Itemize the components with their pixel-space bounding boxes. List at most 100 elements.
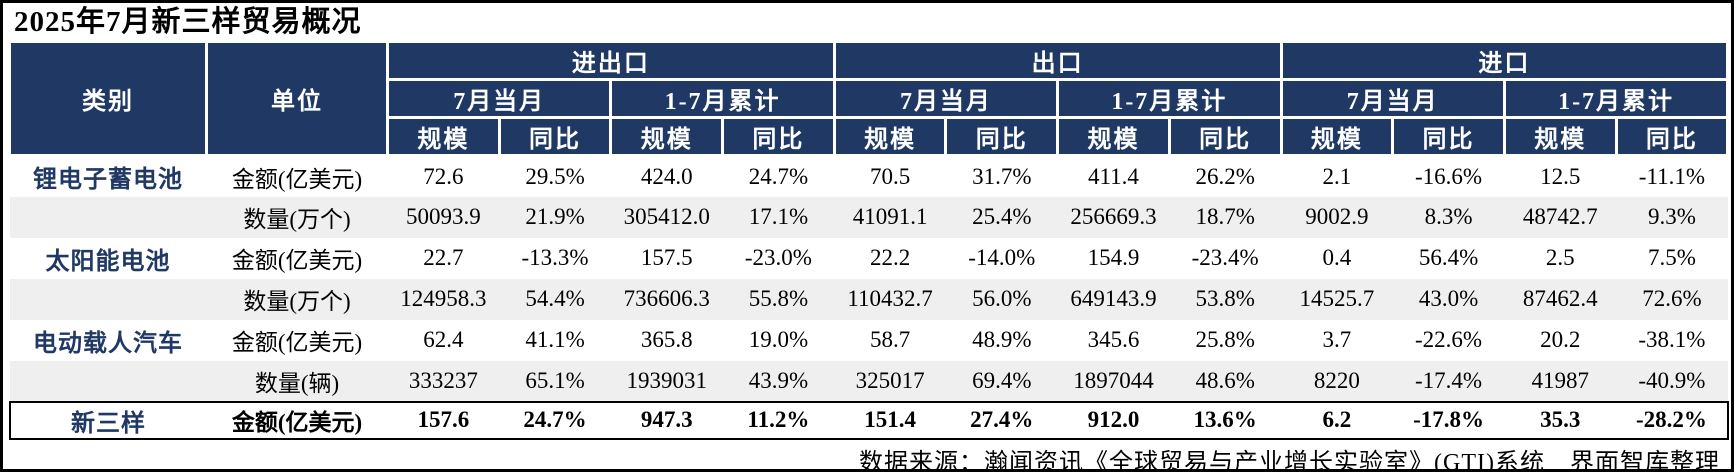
table-row: 锂电子蓄电池 金额(亿美元) 72.6 29.5% 424.0 24.7% 70.5 31.7… [10,156,1728,197]
value-cell: 20.2 [1540,327,1581,352]
header-metric-scale: 规模 [1279,116,1395,157]
value-cell: 25.4% [972,204,1032,229]
header-period-cumulative: 1-7月累计 [609,78,836,119]
value-cell: 22.7 [423,245,464,270]
unit-cell: 金额(亿美元) [231,330,363,355]
value-cell: 27.4% [945,400,1058,440]
header-group-imports: 进口 [1279,40,1730,81]
header-metric-yoy: 同比 [944,116,1060,157]
value-cell: 12.5 [1540,163,1581,189]
value-cell: -28.2% [1616,400,1729,440]
value-cell: 25.8% [1195,327,1255,352]
value-cell: 69.4% [972,367,1032,393]
value-cell: 333237 [408,367,478,393]
header-period-cumulative: 1-7月累计 [1502,78,1730,119]
table-header: 类别 单位 进出口 出口 进口 7月当月 1-7月累计 7月当月 1-7月累计 … [8,40,1730,157]
value-cell: 72.6% [1642,286,1702,311]
value-cell: 947.3 [610,400,723,440]
value-cell: -38.1% [1638,327,1706,352]
value-cell: 48.6% [1195,367,1255,393]
header-metric-scale: 规模 [386,116,501,157]
table-row: 电动载人汽车 金额(亿美元) 62.4 41.1% 365.8 19.0% 58.7 48.9… [10,320,1728,361]
value-cell: 6.2 [1281,400,1393,440]
value-cell: 8220 [1313,367,1360,393]
value-cell: 62.4 [423,327,464,352]
value-cell: 9002.9 [1305,204,1369,229]
unit-cell: 数量(辆) [254,370,340,396]
category-cell: 太阳能电池 [45,248,171,275]
header-metric-yoy: 同比 [1614,116,1730,157]
value-cell: 411.4 [1088,163,1139,189]
value-cell: 424.0 [640,163,693,189]
value-cell: 24.7% [748,163,809,189]
header-category: 类别 [8,40,208,157]
value-cell: -17.8% [1392,400,1505,440]
value-cell: -23.4% [1191,245,1259,270]
header-period-row: 7月当月 1-7月累计 7月当月 1-7月累计 7月当月 1-7月累计 [10,78,1730,119]
header-metric-scale: 规模 [609,116,725,157]
header-metric-scale: 规模 [832,116,948,157]
value-cell: 151.4 [834,400,946,440]
header-metric-yoy: 同比 [1391,116,1506,157]
table-row-total: 新三样 金额(亿美元) 157.6 24.7% 947.3 11.2% 151.4 27.4%… [8,400,1729,440]
header-group-imports-exports: 进出口 [386,40,836,81]
value-cell: -23.0% [744,245,812,270]
value-cell: -16.6% [1414,163,1483,189]
value-cell: -11.1% [1638,163,1706,189]
value-cell: 70.5 [869,163,911,189]
value-cell: -17.4% [1414,367,1483,393]
value-cell: 13.6% [1169,400,1281,440]
value-cell: 9.3% [1647,204,1696,229]
unit-cell: 金额(亿美元) [231,248,363,273]
value-cell: -22.6% [1414,327,1483,352]
header-period-cumulative: 1-7月累计 [1056,78,1283,119]
value-cell: 11.2% [722,400,835,440]
value-cell: 58.7 [869,327,911,352]
value-cell: 19.0% [748,327,809,352]
header-period-current-month: 7月当月 [1279,78,1506,119]
value-cell: 21.9% [525,204,585,229]
value-cell: 325017 [855,367,925,393]
value-cell: 43.9% [748,367,809,393]
value-cell: 24.7% [499,400,611,440]
value-cell: 41987 [1531,367,1589,393]
category-cell [10,279,207,320]
unit-cell: 数量(万个) [243,207,351,232]
value-cell: 345.6 [1087,327,1140,352]
value-cell: 17.1% [748,204,809,229]
value-cell: 110432.7 [847,286,933,311]
value-cell: 53.8% [1195,286,1255,311]
value-cell: -14.0% [968,245,1036,270]
unit-cell: 金额(亿美元) [231,166,363,192]
value-cell: 3.7 [1322,327,1352,352]
header-metric-scale: 规模 [1056,116,1171,157]
trade-table: 类别 单位 进出口 出口 进口 7月当月 1-7月累计 7月当月 1-7月累计 … [8,40,1730,440]
value-cell: -40.9% [1638,367,1706,393]
value-cell: 305412.0 [623,204,710,229]
value-cell: 48742.7 [1522,204,1598,229]
value-cell: 65.1% [525,367,585,393]
header-group-row: 类别 单位 进出口 出口 进口 [8,40,1730,157]
value-cell: 1939031 [626,367,707,393]
value-cell: 56.4% [1418,245,1479,270]
header-metric-yoy: 同比 [721,116,836,157]
table-body: 锂电子蓄电池 金额(亿美元) 72.6 29.5% 424.0 24.7% 70.5 31.7… [8,156,1729,440]
value-cell: 157.5 [640,245,693,270]
value-cell: 256669.3 [1070,204,1157,229]
category-cell: 锂电子蓄电池 [33,167,183,194]
value-cell: 912.0 [1057,400,1170,440]
value-cell: 41.1% [525,327,585,352]
value-cell: 157.6 [387,400,500,440]
value-cell: 56.0% [972,286,1032,311]
header-group-exports: 出口 [832,40,1283,81]
value-cell: 50093.9 [405,204,481,229]
category-cell [10,361,207,402]
value-cell: 31.7% [972,163,1032,189]
source-note: 数据来源：瀚闻资讯《全球贸易与产业增长实验室》(GTI)系统 界面智库整理 [859,449,1720,472]
value-cell: 124958.3 [400,286,487,311]
value-cell: 55.8% [748,286,809,311]
header-metric-row: 规模 同比 规模 同比 规模 同比 规模 同比 规模 同比 规模 同比 [10,116,1730,157]
value-cell: 2.1 [1322,163,1352,189]
header-period-current-month: 7月当月 [832,78,1060,119]
unit-cell: 金额(亿美元) [206,400,388,440]
